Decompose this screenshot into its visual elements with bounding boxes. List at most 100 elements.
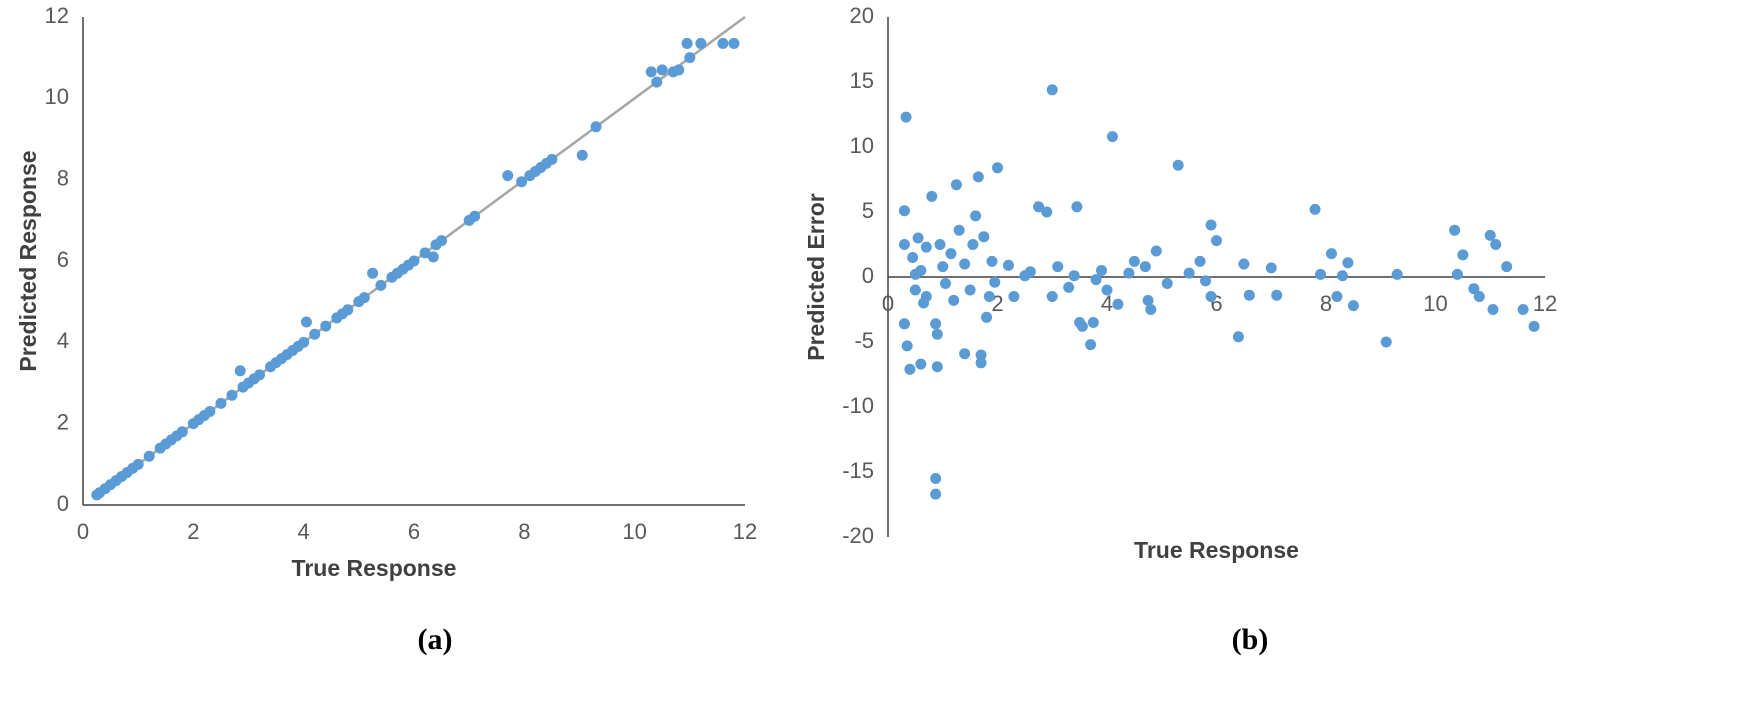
data-point — [898, 318, 910, 330]
data-point — [234, 365, 246, 377]
data-point — [1002, 259, 1014, 271]
data-point — [1112, 298, 1124, 310]
data-point — [1128, 255, 1140, 267]
data-point — [1142, 294, 1154, 306]
y-tick-label: 2 — [57, 409, 69, 434]
data-point — [1232, 331, 1244, 343]
data-point — [1145, 304, 1157, 315]
data-point — [970, 210, 982, 222]
data-point — [1139, 261, 1151, 273]
data-point — [989, 276, 1001, 288]
data-point — [143, 450, 155, 462]
data-point — [1106, 131, 1118, 143]
data-point — [1457, 249, 1469, 261]
data-point — [909, 284, 921, 296]
data-point — [502, 170, 514, 182]
data-point — [1033, 201, 1045, 213]
data-point — [986, 255, 998, 267]
x-axis-title: True Response — [1134, 537, 1299, 563]
data-point — [950, 179, 962, 191]
x-tick-label: 0 — [882, 291, 894, 316]
data-point — [931, 361, 943, 373]
data-point — [983, 291, 995, 302]
y-tick-label: 15 — [850, 68, 874, 93]
data-point — [1211, 235, 1222, 247]
data-point — [176, 426, 188, 438]
data-point — [1528, 320, 1540, 332]
data-point — [590, 121, 602, 133]
data-point — [1205, 291, 1217, 302]
x-tick-label: 8 — [1320, 291, 1332, 316]
data-point — [1194, 255, 1206, 267]
data-point — [358, 292, 370, 304]
data-point — [1243, 289, 1255, 301]
data-point — [937, 261, 949, 273]
data-point — [959, 348, 971, 360]
data-point — [1205, 219, 1217, 231]
x-tick-label: 10 — [1423, 291, 1447, 316]
x-tick-label: 6 — [408, 519, 420, 544]
data-point — [695, 37, 707, 49]
data-point — [436, 235, 448, 247]
data-point — [912, 232, 924, 244]
data-point — [516, 176, 528, 188]
data-point — [651, 76, 663, 88]
data-point — [367, 267, 379, 279]
data-point — [684, 52, 696, 64]
y-tick-label: -10 — [842, 393, 874, 418]
data-point — [1265, 262, 1277, 274]
data-point — [900, 111, 912, 123]
data-point — [215, 397, 227, 409]
y-tick-label: 12 — [45, 3, 69, 28]
data-point — [1071, 201, 1083, 213]
y-tick-label: 0 — [862, 263, 874, 288]
data-point — [1468, 283, 1480, 295]
data-point — [1172, 159, 1184, 171]
data-point — [656, 64, 668, 76]
data-point — [298, 336, 310, 348]
y-axis-title: Predicted Error — [803, 193, 829, 360]
x-tick-label: 4 — [1101, 291, 1113, 316]
data-point — [427, 251, 439, 263]
data-point — [1063, 281, 1075, 293]
y-axis-title: Predicted Response — [15, 150, 41, 371]
data-point — [1085, 339, 1097, 351]
data-point — [254, 369, 266, 381]
data-point — [1150, 245, 1162, 257]
data-point — [992, 162, 1003, 174]
data-point — [920, 241, 932, 253]
data-point — [728, 37, 740, 49]
data-point — [978, 231, 990, 243]
data-point — [964, 284, 976, 296]
data-point — [909, 268, 921, 280]
data-point — [546, 153, 558, 165]
y-tick-label: 5 — [862, 198, 874, 223]
y-tick-label: -15 — [842, 458, 874, 483]
data-point — [1490, 239, 1502, 250]
data-point — [1473, 291, 1485, 302]
data-point — [934, 239, 946, 250]
data-point — [342, 304, 354, 316]
data-point — [204, 405, 216, 417]
y-tick-label: 0 — [57, 491, 69, 516]
x-axis-title: True Response — [292, 555, 457, 581]
data-point — [1309, 203, 1321, 215]
data-point — [1068, 270, 1080, 282]
x-tick-label: 12 — [1533, 291, 1557, 316]
caption: (a) — [418, 623, 453, 656]
data-point — [930, 488, 942, 500]
data-point — [1076, 320, 1088, 332]
data-point — [309, 328, 321, 340]
data-point — [1090, 274, 1102, 286]
data-point — [576, 149, 588, 161]
data-point — [948, 294, 960, 306]
data-point — [1161, 278, 1173, 289]
data-point — [1391, 268, 1403, 280]
data-point — [981, 311, 993, 323]
data-point — [419, 247, 431, 259]
data-point — [375, 279, 387, 291]
caption: (b) — [1232, 623, 1269, 656]
data-point — [931, 328, 943, 340]
data-point — [1271, 289, 1283, 301]
data-point — [645, 66, 657, 78]
